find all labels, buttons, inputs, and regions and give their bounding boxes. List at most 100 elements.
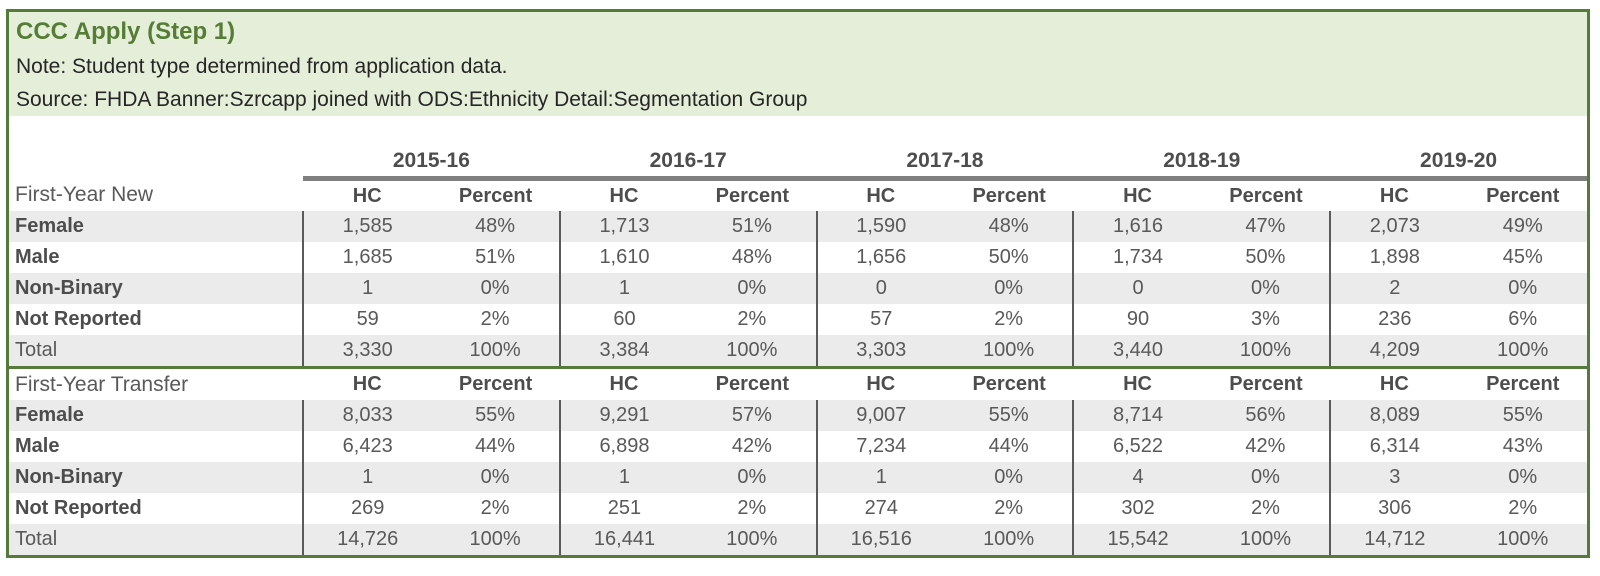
- percent-cell: 45%: [1502, 246, 1543, 268]
- percent-cell: 100%: [688, 524, 817, 555]
- percent-header-cell: Percent: [1229, 373, 1303, 395]
- hc-cell: 4,209: [1329, 335, 1459, 366]
- hc-cell: 2,073: [1329, 211, 1459, 242]
- report-frame: CCC Apply (Step 1) Note: Student type de…: [6, 9, 1590, 558]
- year-header-cell: 2017-18: [816, 146, 1074, 181]
- table-first-year-new: 2015-16 2016-17 2017-18 2018-19 2019-20 First…: [9, 146, 1587, 366]
- table-row: Total 14,726 100% 16,441 100% 16,516 100% 15,54…: [9, 524, 1587, 555]
- row-label: Male: [15, 246, 60, 268]
- hc-cell: 6,898: [558, 431, 689, 462]
- percent-header-cell: Percent: [458, 184, 533, 207]
- percent-cell: 100%: [1201, 524, 1331, 555]
- percent-cell: 44%: [475, 435, 516, 457]
- percent-header-cell: Percent: [972, 184, 1046, 207]
- percent-cell: 48%: [731, 246, 772, 268]
- percent-cell: 44%: [988, 435, 1029, 457]
- percent-cell: 100%: [944, 335, 1074, 366]
- percent-cell: 51%: [475, 246, 516, 268]
- percent-cell: 100%: [1458, 524, 1587, 555]
- hc-cell: 90: [1072, 304, 1202, 335]
- table-row: Total 3,330 100% 3,384 100% 3,303 100% 3,440 100…: [9, 335, 1587, 366]
- percent-cell: 42%: [1245, 435, 1286, 457]
- percent-cell: 2%: [1508, 497, 1538, 519]
- table-row: Female 1,585 48% 1,713 51% 1,590 48% 1,616 47% 2,…: [9, 211, 1587, 242]
- year-header-cell: 2019-20: [1330, 146, 1587, 181]
- percent-header-cell: Percent: [1486, 373, 1560, 395]
- year-header-row: 2015-16 2016-17 2017-18 2018-19 2019-20: [9, 146, 1587, 181]
- table-row: Non-Binary 1 0% 1 0% 0 0% 0 0% 2 0%: [9, 273, 1587, 304]
- hc-header-cell: HC: [352, 373, 382, 395]
- hc-cell: 3,440: [1072, 335, 1202, 366]
- percent-cell: 0%: [688, 462, 817, 493]
- hc-cell: 1: [301, 462, 432, 493]
- hc-header-cell: HC: [1123, 373, 1152, 395]
- hc-cell: 9,291: [558, 400, 689, 431]
- percent-cell: 3%: [1250, 308, 1280, 330]
- percent-cell: 100%: [688, 335, 817, 366]
- percent-header-cell: Percent: [715, 184, 790, 207]
- row-label: Not Reported: [15, 308, 142, 330]
- hc-cell: 1,590: [815, 211, 945, 242]
- row-label: Total: [9, 524, 303, 555]
- hc-header-cell: HC: [1379, 184, 1409, 207]
- hc-cell: 1,616: [1072, 211, 1202, 242]
- percent-cell: 55%: [431, 400, 560, 431]
- percent-cell: 57%: [688, 400, 817, 431]
- year-header-cell: 2016-17: [559, 146, 817, 181]
- hc-cell: 4: [1072, 462, 1202, 493]
- report-note: Note: Student type determined from appli…: [16, 55, 508, 78]
- hc-cell: 306: [1329, 493, 1459, 524]
- percent-cell: 100%: [1201, 335, 1331, 366]
- hc-cell: 1,734: [1072, 242, 1202, 273]
- percent-cell: 48%: [431, 211, 560, 242]
- percent-cell: 42%: [731, 435, 772, 457]
- hc-cell: 1,656: [815, 242, 945, 273]
- hc-header-cell: HC: [1123, 184, 1152, 207]
- year-header-spacer: [9, 146, 303, 179]
- hc-cell: 1: [558, 273, 689, 304]
- hc-cell: 8,033: [301, 400, 432, 431]
- hc-cell: 302: [1072, 493, 1202, 524]
- hc-cell: 6,522: [1072, 431, 1202, 462]
- percent-cell: 55%: [1458, 400, 1587, 431]
- table-row: Male 1,685 51% 1,610 48% 1,656 50% 1,734 50% 1,89…: [9, 242, 1587, 273]
- report-title: CCC Apply (Step 1): [16, 18, 236, 45]
- hc-cell: 1,585: [301, 211, 432, 242]
- hc-cell: 3,303: [815, 335, 945, 366]
- row-label: Male: [15, 435, 60, 457]
- percent-cell: 2%: [737, 308, 767, 330]
- percent-cell: 100%: [944, 524, 1074, 555]
- hc-cell: 59: [301, 304, 432, 335]
- row-label: Female: [9, 211, 303, 242]
- hc-cell: 2: [1329, 273, 1459, 304]
- percent-cell: 2%: [1250, 497, 1280, 519]
- percent-cell: 43%: [1502, 435, 1543, 457]
- table-row: Not Reported 59 2% 60 2% 57 2% 90 3% 236 6%: [9, 304, 1587, 335]
- percent-cell: 50%: [988, 246, 1029, 268]
- percent-cell: 100%: [1458, 335, 1587, 366]
- percent-cell: 0%: [688, 273, 817, 304]
- hc-cell: 274: [815, 493, 945, 524]
- hc-cell: 16,516: [815, 524, 945, 555]
- percent-header-cell: Percent: [972, 373, 1046, 395]
- hc-cell: 6,314: [1329, 431, 1459, 462]
- percent-cell: 50%: [1245, 246, 1286, 268]
- hc-cell: 3,384: [558, 335, 689, 366]
- percent-cell: 100%: [431, 335, 560, 366]
- percent-cell: 100%: [431, 524, 560, 555]
- percent-cell: 6%: [1508, 308, 1538, 330]
- year-header-cell: 2015-16: [303, 146, 560, 181]
- row-label: Non-Binary: [9, 273, 303, 304]
- percent-cell: 2%: [480, 308, 510, 330]
- hc-cell: 15,542: [1072, 524, 1202, 555]
- hc-header-cell: HC: [609, 184, 639, 207]
- table-row: Female 8,033 55% 9,291 57% 9,007 55% 8,714 56% 8,…: [9, 400, 1587, 431]
- hc-header-cell: HC: [866, 184, 896, 207]
- percent-header-cell: Percent: [715, 373, 790, 395]
- hc-cell: 14,712: [1329, 524, 1459, 555]
- percent-cell: 2%: [994, 497, 1024, 519]
- hc-cell: 6,423: [301, 431, 432, 462]
- section-header-row: First-Year Transfer HC Percent HC Percent HC P…: [9, 368, 1587, 401]
- percent-cell: 2%: [480, 497, 510, 519]
- hc-header-cell: HC: [609, 373, 639, 395]
